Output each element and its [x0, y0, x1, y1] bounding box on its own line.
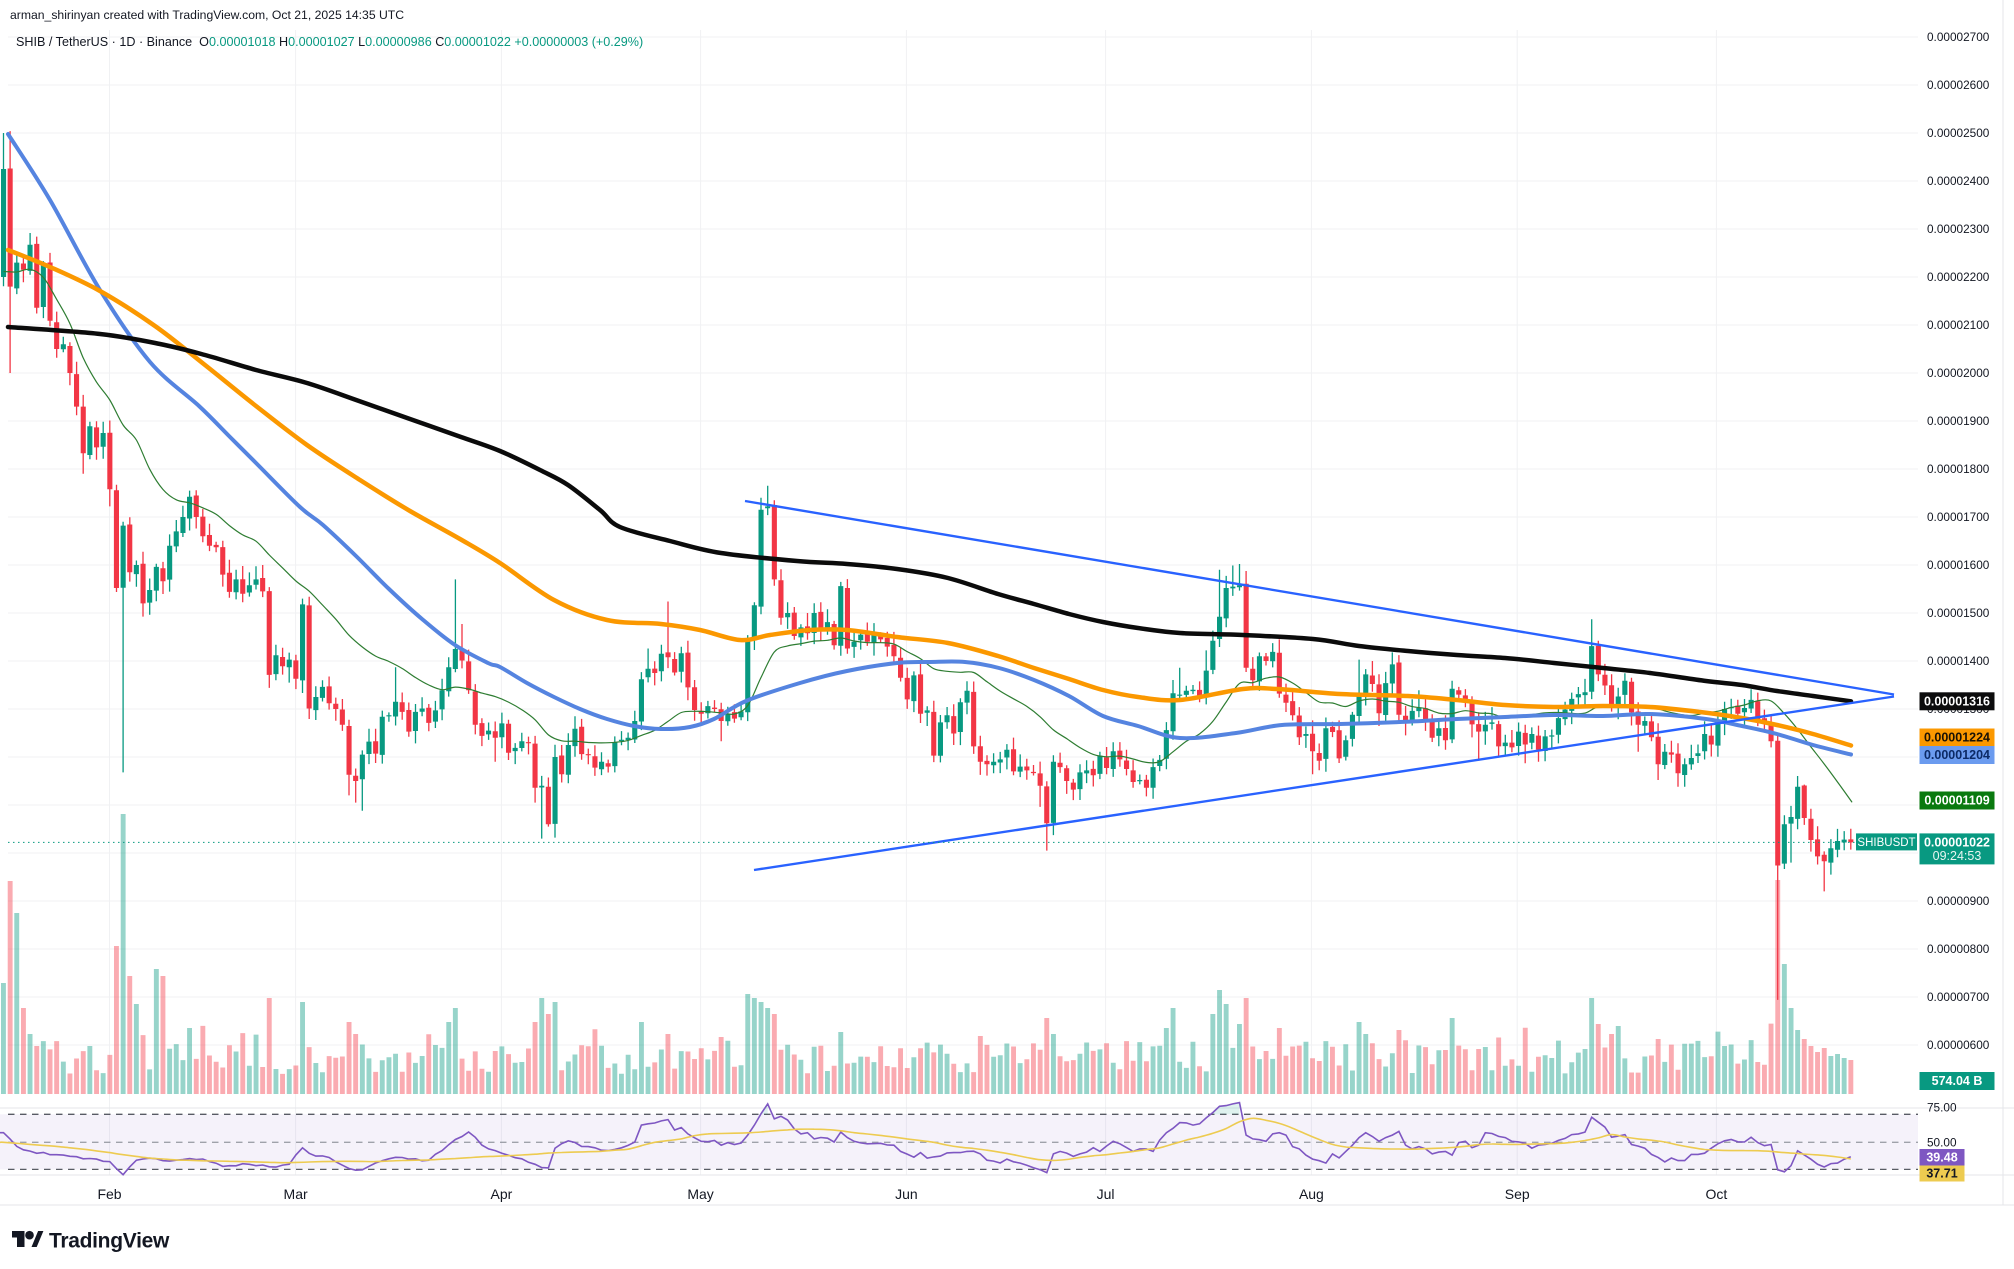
svg-text:0.00002200: 0.00002200 [1927, 270, 1990, 284]
svg-text:Jul: Jul [1097, 1186, 1115, 1202]
svg-text:0.00002700: 0.00002700 [1927, 30, 1990, 44]
svg-text:0.00002100: 0.00002100 [1927, 318, 1990, 332]
svg-text:574.04 B: 574.04 B [1932, 1074, 1983, 1088]
svg-text:0.00001109: 0.00001109 [1924, 794, 1989, 808]
svg-text:0.00001600: 0.00001600 [1927, 558, 1990, 572]
svg-text:Jun: Jun [895, 1186, 918, 1202]
svg-text:0.00002000: 0.00002000 [1927, 366, 1990, 380]
svg-text:0.00000800: 0.00000800 [1927, 942, 1990, 956]
svg-text:TradingView: TradingView [49, 1230, 170, 1253]
svg-text:0.00000600: 0.00000600 [1927, 1038, 1990, 1052]
svg-text:0.00001316: 0.00001316 [1924, 695, 1990, 709]
svg-text:0.00002600: 0.00002600 [1927, 78, 1990, 92]
svg-text:Oct: Oct [1706, 1186, 1728, 1202]
svg-text:09:24:53: 09:24:53 [1933, 849, 1982, 863]
svg-text:0.00000700: 0.00000700 [1927, 990, 1990, 1004]
svg-text:Feb: Feb [97, 1186, 121, 1202]
svg-text:0.00000900: 0.00000900 [1927, 894, 1990, 908]
svg-text:SHIB / TetherUS · 1D · Binance: SHIB / TetherUS · 1D · Binance O0.000010… [16, 35, 643, 49]
svg-text:Mar: Mar [284, 1186, 308, 1202]
svg-text:Sep: Sep [1505, 1186, 1530, 1202]
svg-text:0.00002500: 0.00002500 [1927, 126, 1990, 140]
svg-text:Aug: Aug [1299, 1186, 1324, 1202]
svg-text:39.48: 39.48 [1926, 1151, 1957, 1165]
svg-text:50.00: 50.00 [1927, 1136, 1957, 1150]
svg-text:0.00001800: 0.00001800 [1927, 462, 1990, 476]
svg-text:SHIBUSDT: SHIBUSDT [1857, 837, 1915, 849]
svg-text:0.00001022: 0.00001022 [1924, 835, 1990, 849]
svg-text:arman_shirinyan created with T: arman_shirinyan created with TradingView… [10, 8, 404, 22]
svg-text:0.00001204: 0.00001204 [1924, 748, 1990, 762]
svg-text:May: May [687, 1186, 713, 1202]
svg-text:0.00002400: 0.00002400 [1927, 174, 1990, 188]
svg-text:0.00001500: 0.00001500 [1927, 606, 1990, 620]
svg-text:0.00001700: 0.00001700 [1927, 510, 1990, 524]
svg-text:37.71: 37.71 [1926, 1167, 1957, 1181]
svg-text:75.00: 75.00 [1927, 1101, 1957, 1115]
svg-text:Apr: Apr [491, 1186, 513, 1202]
svg-text:0.00001224: 0.00001224 [1924, 731, 1990, 745]
svg-text:0.00001900: 0.00001900 [1927, 414, 1990, 428]
svg-text:0.00002300: 0.00002300 [1927, 222, 1990, 236]
svg-text:0.00001400: 0.00001400 [1927, 654, 1990, 668]
